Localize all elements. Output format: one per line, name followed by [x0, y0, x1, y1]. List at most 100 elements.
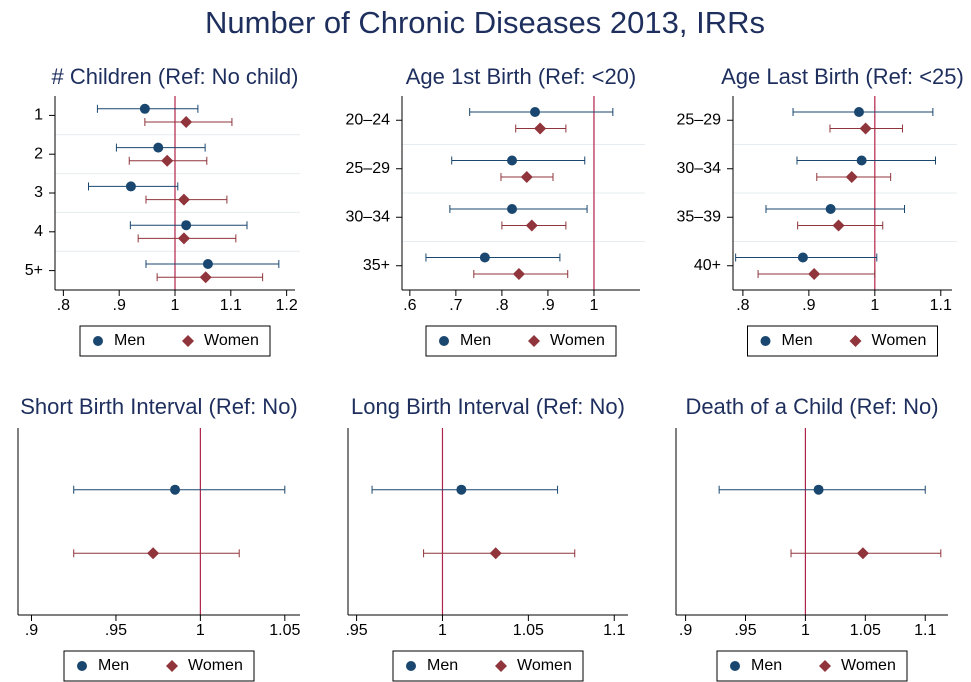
x-tick-label: 1.05: [850, 622, 881, 639]
legend-marker: [439, 336, 449, 346]
point: [832, 219, 845, 232]
point: [139, 103, 150, 114]
panel-title: # Children (Ref: No child): [52, 64, 299, 89]
point: [177, 232, 190, 245]
point: [520, 170, 533, 183]
y-tick-label: 30–34: [346, 208, 391, 225]
legend-marker: [760, 336, 771, 346]
legend-marker: [406, 661, 416, 671]
x-tick-label: 1.1: [914, 622, 936, 639]
x-tick-label: 1.1: [930, 297, 952, 314]
point: [808, 267, 821, 280]
x-tick-label: 1: [870, 297, 879, 314]
x-tick-label: .7: [449, 297, 462, 314]
legend-label: Women: [188, 657, 243, 674]
y-tick-label: 30–34: [677, 160, 722, 177]
x-tick-label: .9: [541, 297, 554, 314]
x-tick-label: .9: [679, 622, 692, 639]
x-tick-label: 1: [590, 297, 599, 314]
x-tick-label: 1: [801, 622, 810, 639]
panel-title: Short Birth Interval (Ref: No): [20, 394, 298, 419]
legend-box: [716, 650, 908, 682]
x-tick-label: .6: [403, 297, 416, 314]
y-tick-label: 35+: [363, 257, 390, 274]
point: [177, 193, 190, 206]
point: [825, 204, 836, 215]
y-tick-label: 25–29: [346, 160, 391, 177]
legend-label: Men: [751, 657, 782, 674]
point: [530, 107, 541, 118]
y-tick-label: 3: [34, 184, 43, 201]
legend-marker: [77, 661, 87, 671]
y-tick-label: 1: [34, 107, 43, 124]
point: [856, 547, 869, 560]
x-tick-label: 1.1: [603, 622, 625, 639]
legend-marker: [849, 335, 862, 347]
point: [489, 547, 502, 560]
point: [512, 267, 525, 280]
legend-box: [747, 325, 938, 357]
x-tick-label: 1.05: [513, 622, 544, 639]
x-tick-label: 1: [438, 622, 447, 639]
legend-box: [425, 325, 617, 357]
legend-label: Women: [517, 657, 572, 674]
legend-label: Men: [460, 332, 491, 349]
y-tick-label: 35–39: [677, 208, 722, 225]
point: [507, 155, 518, 166]
point: [534, 122, 547, 135]
point: [525, 219, 538, 232]
legend-box: [79, 325, 271, 357]
point: [797, 252, 808, 263]
point: [125, 181, 136, 192]
x-tick-label: .8: [736, 297, 749, 314]
x-tick-label: .95: [734, 622, 756, 639]
point: [199, 271, 212, 284]
legend-marker: [495, 660, 507, 672]
panel-title: Long Birth Interval (Ref: No): [351, 394, 625, 419]
point: [170, 484, 181, 495]
point: [456, 484, 467, 495]
x-tick-label: .8: [57, 297, 70, 314]
x-tick-label: .8: [495, 297, 508, 314]
legend-label: Women: [841, 657, 896, 674]
point: [845, 170, 858, 183]
point: [147, 547, 160, 560]
x-tick-label: 1: [196, 622, 205, 639]
legend-box: [392, 650, 584, 682]
legend-label: Women: [550, 332, 605, 349]
legend-label: Men: [98, 657, 129, 674]
legend-marker: [182, 335, 194, 347]
x-tick-label: 1.2: [276, 297, 298, 314]
legend-label: Women: [872, 332, 927, 349]
panel-title: Age Last Birth (Ref: <25): [721, 64, 964, 89]
x-tick-label: .9: [113, 297, 126, 314]
point: [181, 220, 192, 231]
point: [853, 107, 864, 118]
x-tick-label: .9: [25, 622, 38, 639]
legend-label: Women: [204, 332, 259, 349]
legend-box: [63, 650, 255, 682]
point: [161, 154, 174, 167]
legend-marker: [166, 660, 178, 672]
point: [202, 259, 213, 270]
legend-label: Men: [782, 332, 813, 349]
y-tick-label: 4: [34, 223, 43, 240]
y-tick-label: 20–24: [346, 111, 391, 128]
point: [479, 252, 490, 263]
x-tick-label: .95: [105, 622, 127, 639]
panel-title: Age 1st Birth (Ref: <20): [406, 64, 637, 89]
legend-marker: [730, 661, 740, 671]
point: [856, 155, 867, 166]
x-tick-label: 1.05: [269, 622, 300, 639]
y-tick-label: 25–29: [677, 111, 722, 128]
point: [507, 204, 518, 215]
panel-title: Death of a Child (Ref: No): [685, 394, 938, 419]
x-tick-label: .9: [802, 297, 815, 314]
x-tick-label: .95: [345, 622, 367, 639]
point: [180, 115, 193, 128]
figure-title: Number of Chronic Diseases 2013, IRRs: [205, 5, 765, 40]
legend-label: Men: [427, 657, 458, 674]
legend-marker: [528, 335, 540, 347]
y-tick-label: 5+: [25, 262, 43, 279]
